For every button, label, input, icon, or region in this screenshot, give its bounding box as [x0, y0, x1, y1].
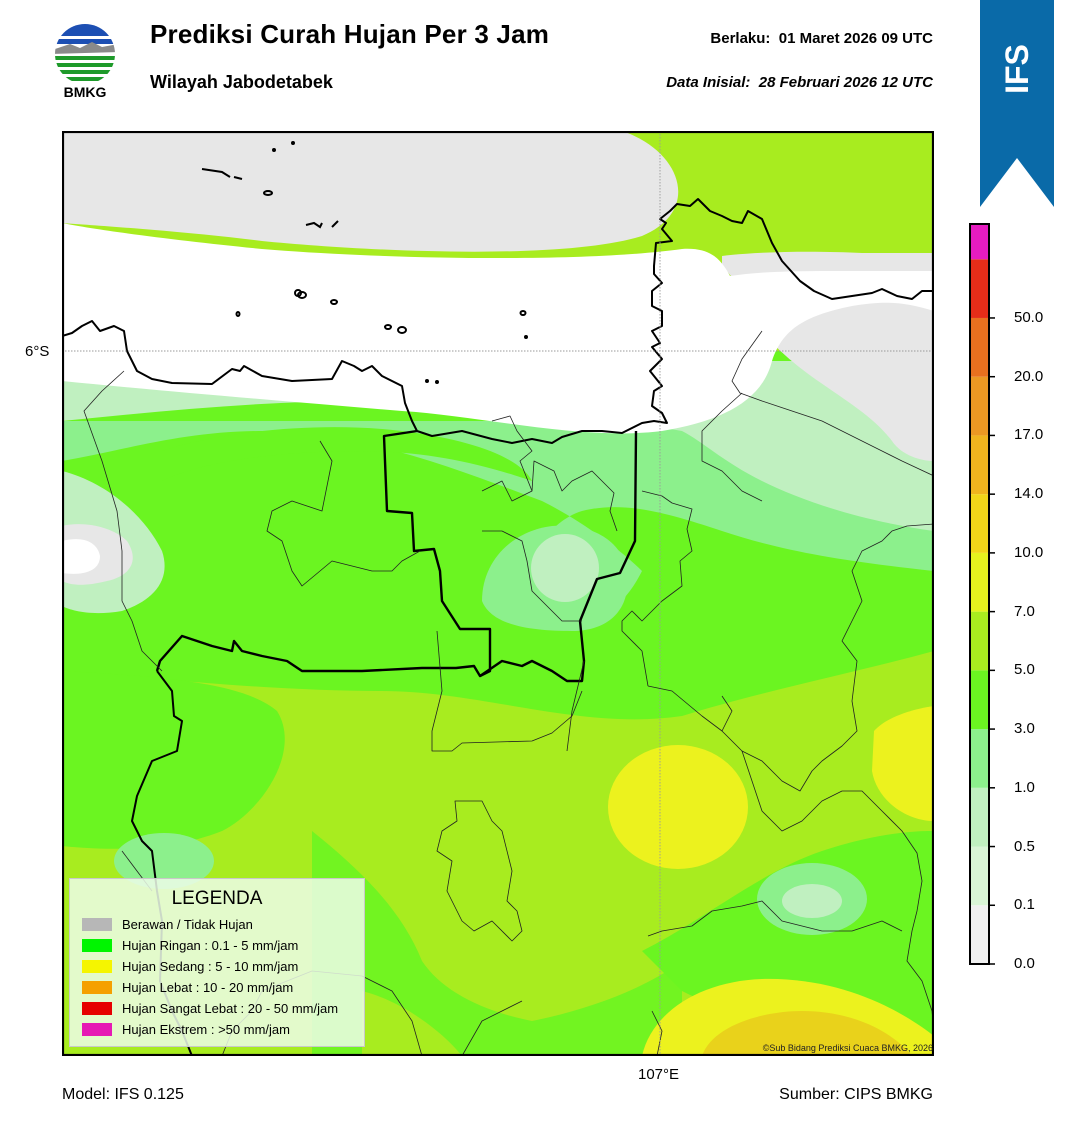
legend-swatch [82, 1022, 112, 1036]
colorbar-band [970, 670, 989, 730]
colorbar-tick-label: 17.0 [1014, 426, 1044, 444]
colorbar-band [970, 552, 989, 612]
colorbar-band [970, 729, 989, 788]
valid-time: Berlaku: 01 Maret 2026 09 UTC [710, 30, 933, 47]
legend-item: Hujan Ringan : 0.1 - 5 mm/jam [82, 936, 298, 954]
model-label: Model: IFS 0.125 [62, 1086, 184, 1103]
colorbar-tick-label: 7.0 [1014, 602, 1035, 620]
colorbar-band [970, 376, 989, 436]
legend-swatch [82, 959, 112, 973]
map-copyright: ©Sub Bidang Prediksi Cuaca BMKG, 2026 [762, 1043, 933, 1053]
legend-swatch [82, 917, 112, 931]
legend-swatch [82, 1001, 112, 1015]
colorbar-band [970, 224, 989, 260]
colorbar-tick-label: 0.1 [1014, 896, 1035, 914]
colorbar-band [970, 846, 989, 906]
legend-label: Hujan Sedang : 5 - 10 mm/jam [122, 958, 299, 974]
initial-time: Data Inisial: 28 Februari 2026 12 UTC [666, 74, 933, 91]
colorbar-band [970, 317, 989, 377]
bmkg-logo-icon [55, 24, 115, 84]
legend-label: Hujan Sangat Lebat : 20 - 50 mm/jam [122, 1000, 339, 1016]
colorbar-band [970, 611, 989, 671]
legend-label: Hujan Ringan : 0.1 - 5 mm/jam [122, 937, 299, 953]
legend-label: Hujan Ekstrem : >50 mm/jam [122, 1021, 290, 1037]
legend-swatch [82, 938, 112, 952]
legend-label: Hujan Lebat : 10 - 20 mm/jam [122, 979, 294, 995]
colorbar-tick-label: 10.0 [1014, 543, 1044, 561]
colorbar-tick-label: 3.0 [1014, 720, 1035, 738]
colorbar-tick-label: 0.0 [1014, 955, 1035, 972]
colorbar-tick-label: 5.0 [1014, 661, 1035, 679]
legend-item: Hujan Sedang : 5 - 10 mm/jam [82, 957, 298, 975]
page-title: Prediksi Curah Hujan Per 3 Jam [150, 19, 550, 49]
legend-item: Berawan / Tidak Hujan [82, 915, 253, 933]
colorbar-tick-label: 20.0 [1014, 367, 1044, 385]
colorbar-tick-label: 0.5 [1014, 837, 1035, 855]
colorbar-band [970, 787, 989, 847]
colorbar [969, 223, 995, 965]
colorbar-tick-label: 14.0 [1014, 485, 1044, 503]
ifs-ribbon: IFS [980, 0, 1054, 207]
colorbar-tick-label: 1.0 [1014, 778, 1035, 796]
colorbar-tick-label: 50.0 [1014, 308, 1044, 326]
legend-item: Hujan Sangat Lebat : 20 - 50 mm/jam [82, 999, 338, 1017]
map-legend: LEGENDA Berawan / Tidak Hujan Hujan Ring… [69, 878, 365, 1047]
legend-swatch [82, 980, 112, 994]
latitude-label: 6°S [25, 343, 50, 360]
legend-label: Berawan / Tidak Hujan [122, 916, 253, 932]
legend-item: Hujan Ekstrem : >50 mm/jam [82, 1020, 290, 1038]
colorbar-band [970, 905, 989, 964]
ribbon-text: IFS [999, 44, 1035, 94]
source-label: Sumber: CIPS BMKG [779, 1086, 933, 1103]
colorbar-band [970, 435, 989, 495]
legend-title: LEGENDA [171, 888, 263, 909]
legend-item: Hujan Lebat : 10 - 20 mm/jam [82, 978, 293, 996]
colorbar-band [970, 494, 989, 553]
longitude-label: 107°E [638, 1066, 680, 1083]
rainfall-map[interactable] [62, 131, 934, 1056]
logo-text: BMKG [63, 84, 107, 100]
colorbar-band [970, 259, 989, 318]
page-subtitle: Wilayah Jabodetabek [150, 72, 333, 92]
